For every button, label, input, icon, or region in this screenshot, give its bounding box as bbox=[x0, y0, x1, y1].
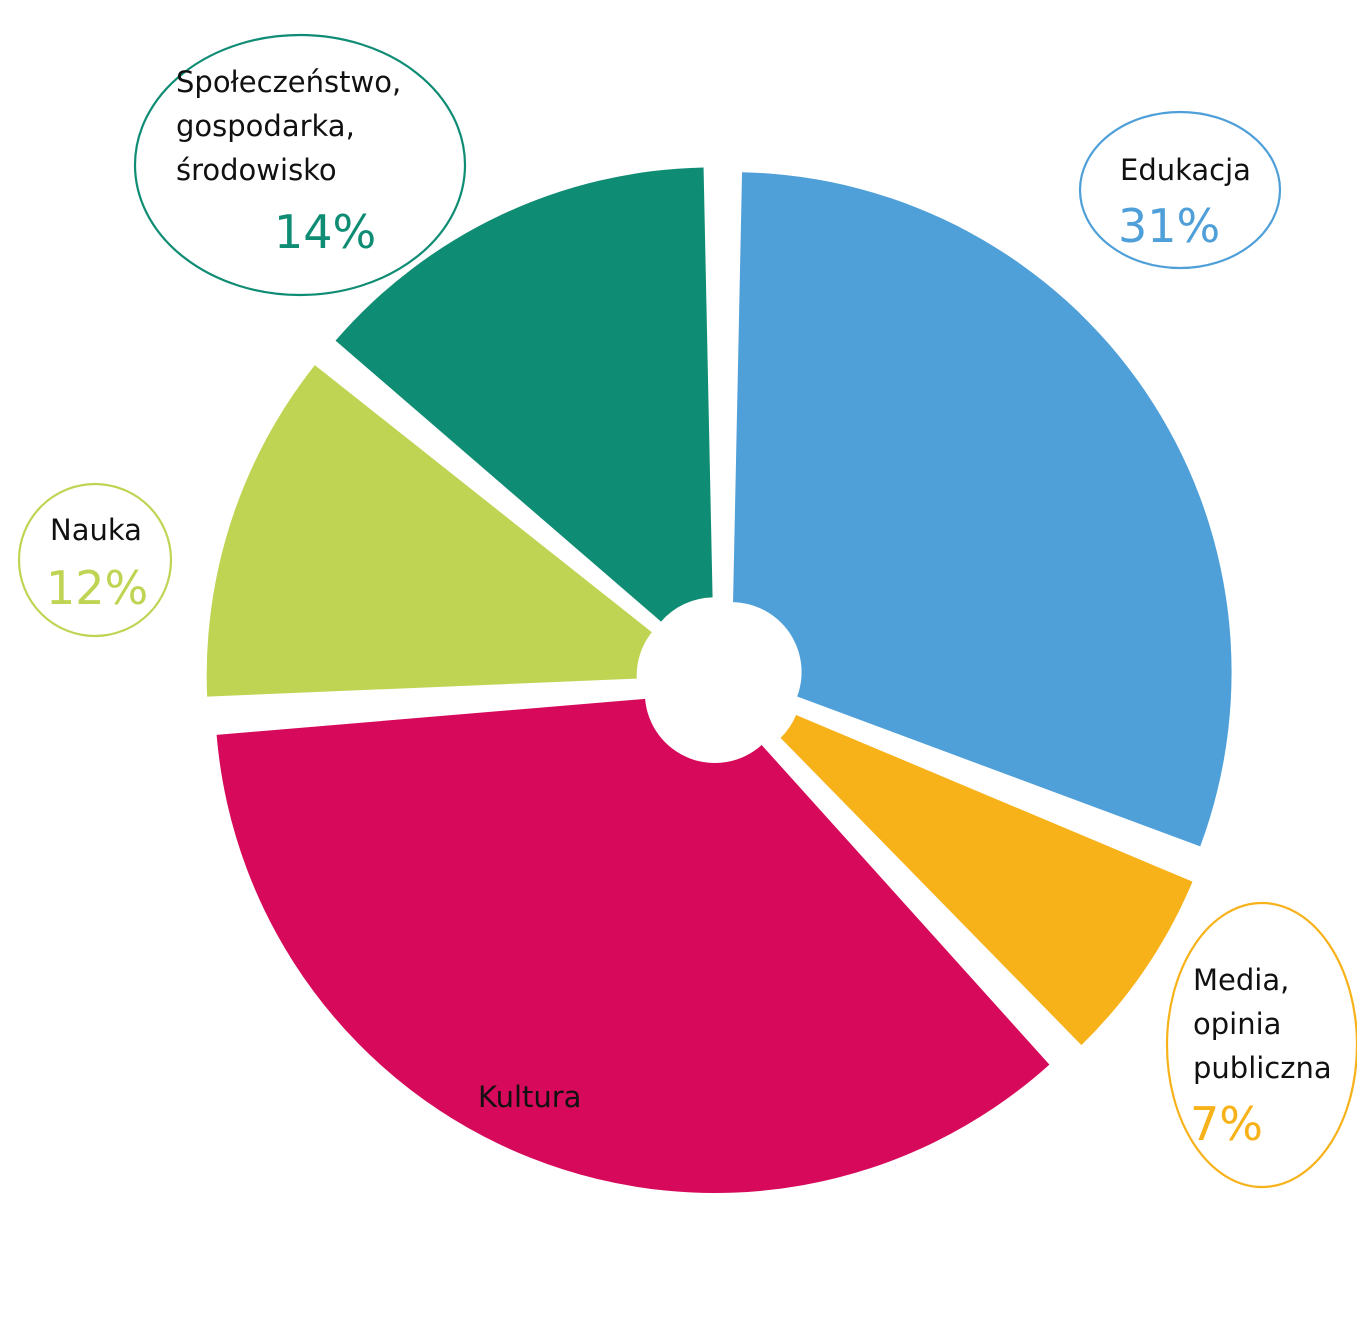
label-outline bbox=[17, 482, 173, 638]
value-label: 14% bbox=[274, 205, 377, 259]
label-outline bbox=[1078, 110, 1282, 270]
pie-slice bbox=[206, 365, 652, 697]
pie-slice bbox=[780, 714, 1193, 1046]
category-label: Edukacja bbox=[1120, 153, 1251, 187]
category-label: Społeczeństwo, gospodarka, środowisko bbox=[176, 65, 402, 187]
category-label: Kultura bbox=[478, 1080, 582, 1114]
pie-slice bbox=[733, 172, 1232, 847]
label-outline bbox=[440, 994, 614, 1142]
category-label: Media, opinia publiczna bbox=[1193, 963, 1332, 1085]
pie-slice bbox=[216, 698, 1050, 1194]
pie-slice bbox=[335, 167, 713, 622]
value-label: 31% bbox=[1118, 199, 1221, 253]
label-outline bbox=[1165, 901, 1357, 1189]
label-outline bbox=[133, 33, 467, 297]
value-label: 7% bbox=[1190, 1097, 1263, 1151]
value-label: 12% bbox=[46, 561, 149, 615]
value-label: 36% bbox=[478, 1015, 581, 1069]
category-label: Nauka bbox=[50, 513, 142, 547]
